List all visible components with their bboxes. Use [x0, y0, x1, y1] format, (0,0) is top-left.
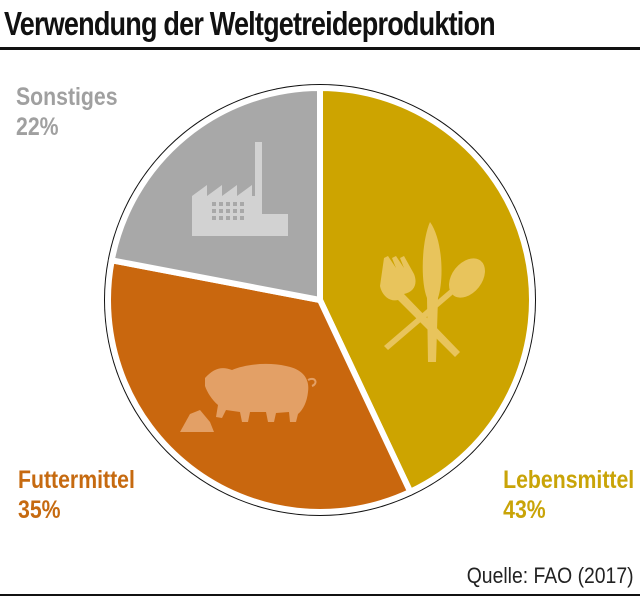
label-futtermittel-name: Futtermittel — [18, 466, 135, 494]
source-note: Quelle: FAO (2017) — [467, 563, 634, 588]
label-lebensmittel: Lebensmittel 43% — [503, 465, 634, 525]
pie-slices — [104, 84, 536, 516]
bottom-divider — [0, 594, 640, 596]
factory-icon — [192, 142, 288, 236]
chart-title: Verwendung der Weltgetreideproduktion — [4, 5, 496, 42]
label-futtermittel-value: 35% — [18, 496, 61, 524]
label-lebensmittel-value: 43% — [502, 496, 546, 524]
label-lebensmittel-name: Lebensmittel — [502, 466, 634, 494]
label-sonstiges: Sonstiges 22% — [16, 82, 118, 142]
slice-icons — [180, 142, 485, 432]
cutlery-icon — [380, 222, 485, 362]
label-futtermittel: Futtermittel 35% — [18, 465, 135, 525]
pig-icon — [180, 363, 317, 432]
label-sonstiges-value: 22% — [16, 113, 59, 141]
title-divider — [0, 47, 640, 50]
label-sonstiges-name: Sonstiges — [16, 83, 118, 111]
